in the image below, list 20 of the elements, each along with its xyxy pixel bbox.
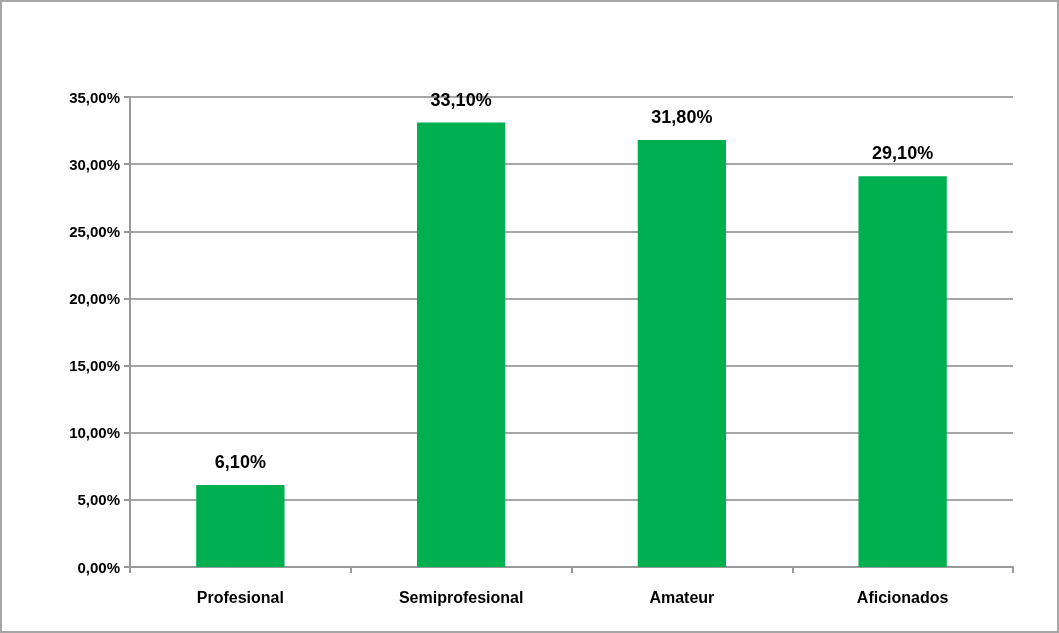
y-tick-label: 25,00%	[69, 222, 120, 240]
y-tick-label: 30,00%	[69, 155, 120, 173]
y-tick-label: 10,00%	[69, 424, 120, 442]
x-tick-label: Profesional	[196, 588, 284, 606]
bar	[416, 122, 506, 567]
bar	[637, 139, 727, 567]
data-label: 31,80%	[651, 106, 713, 127]
y-tick-label: 15,00%	[69, 357, 120, 375]
x-tick-label: Amateur	[649, 588, 715, 606]
y-tick-label: 35,00%	[69, 88, 120, 106]
data-label: 29,10%	[872, 143, 934, 164]
data-label: 33,10%	[430, 89, 492, 110]
y-tick-label: 5,00%	[77, 491, 120, 509]
bar	[858, 176, 947, 567]
y-tick-label: 20,00%	[69, 289, 120, 307]
bar	[196, 485, 285, 567]
y-tick-label: 0,00%	[77, 558, 120, 576]
data-label: 6,10%	[214, 452, 266, 473]
x-tick-label: Semiprofesional	[398, 588, 524, 606]
x-tick-label: Aficionados	[856, 588, 949, 606]
